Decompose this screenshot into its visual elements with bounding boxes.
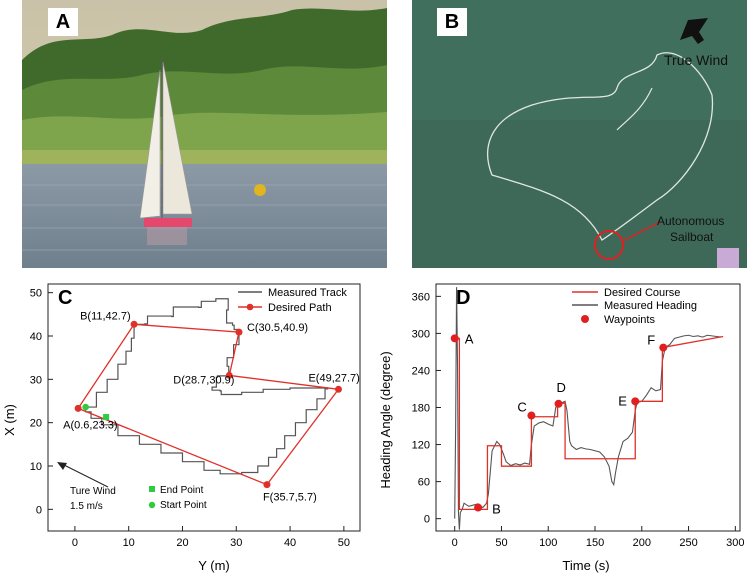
wind-label: True Wind (664, 52, 729, 68)
end-point-marker (103, 414, 110, 421)
wind-annotation-line1: Ture Wind (70, 486, 116, 497)
y-tick-label: 0 (424, 514, 430, 526)
y-tick-label: 120 (412, 440, 430, 452)
waypoint-label: C(30.5,40.9) (247, 322, 308, 334)
x-axis-title: Y (m) (198, 558, 230, 573)
waypoint-marker (554, 399, 563, 408)
x-tick-label: 250 (679, 537, 697, 549)
legend-measured-label: Measured Track (268, 287, 347, 299)
waypoint-marker (474, 503, 483, 512)
y-tick-label: 180 (412, 403, 430, 415)
y-tick-label: 60 (418, 477, 430, 489)
sailboat-label: Sailboat (670, 230, 714, 244)
sailboat-circle-marker (594, 230, 624, 260)
waypoint-marker (225, 371, 233, 379)
x-tick-label: 100 (539, 537, 557, 549)
start-point-legend-label: Start Point (160, 500, 207, 511)
chart-c-track: C 0 10 20 30 40 50 0 10 20 30 40 50 A(0.6,23.3) B(11… (2, 283, 361, 573)
x-axis-title: Time (s) (562, 558, 609, 573)
start-point-legend-circle (148, 501, 156, 509)
y-tick-label: 40 (30, 331, 42, 343)
x-tick-label: 20 (176, 537, 188, 549)
measured-heading-line (454, 287, 722, 530)
x-tick-label: 0 (72, 537, 78, 549)
y-tick-label: 300 (412, 328, 430, 340)
waypoint-marker (130, 320, 138, 328)
photo-sailboat-illustration (22, 0, 387, 268)
legend-waypoints-label: Waypoints (604, 314, 655, 326)
y-tick-label: 360 (412, 291, 430, 303)
measured-track-line (85, 298, 329, 475)
panel-label-c: C (58, 287, 72, 309)
x-tick-label: 50 (495, 537, 507, 549)
y-tick-label: 30 (30, 374, 42, 386)
photo-sailboat-lake (22, 0, 387, 268)
photo-aerial-track (412, 0, 747, 268)
desired-path-line (77, 323, 340, 486)
waypoint-label: E(49,27.7) (308, 372, 359, 384)
x-tick-label: 50 (338, 537, 350, 549)
waypoint-marker (631, 397, 640, 406)
y-tick-label: 0 (36, 504, 42, 516)
y-axis-title: X (m) (2, 404, 17, 436)
legend-waypoints-marker (581, 315, 589, 323)
chart-d-heading: D 0 50 100 150 200 250 300 0 60 120 180 240 300 360 A… (378, 283, 745, 573)
waypoint-label: C (517, 400, 526, 415)
waypoint-marker (334, 385, 342, 393)
autonomous-label: Autonomous (657, 214, 725, 228)
y-axis-title: Heading Angle (degree) (378, 351, 393, 488)
legend-desired-label: Desired Path (268, 302, 332, 314)
legend-measured-heading-label: Measured Heading (604, 300, 697, 312)
panel-label-a: A (48, 8, 78, 36)
waypoint-marker (74, 404, 82, 412)
end-point-legend-label: End Point (160, 485, 204, 496)
waypoint-marker (263, 481, 271, 489)
x-tick-label: 10 (123, 537, 135, 549)
y-tick-label: 10 (30, 461, 42, 473)
aerial-track-illustration (412, 0, 747, 268)
legend-desired-course-label: Desired Course (604, 287, 680, 299)
wind-annotation-line2: 1.5 m/s (70, 501, 103, 512)
panel-label-d: D (456, 287, 470, 309)
waypoint-label: F(35.7,5.7) (263, 492, 317, 504)
plot-frame (47, 283, 361, 532)
waypoint-marker (659, 343, 668, 352)
waypoint-marker (527, 411, 536, 420)
legend-desired-marker (246, 303, 254, 311)
x-tick-label: 0 (452, 537, 458, 549)
x-tick-label: 30 (230, 537, 242, 549)
y-tick-label: 240 (412, 365, 430, 377)
y-tick-label: 50 (30, 288, 42, 300)
waypoint-label: B (492, 502, 501, 517)
y-tick-label: 20 (30, 418, 42, 430)
x-tick-label: 200 (633, 537, 651, 549)
wind-arrow-head-icon (57, 462, 67, 470)
waypoint-label: D(28.7,30.9) (173, 374, 234, 386)
desired-course-line (454, 335, 724, 511)
waypoint-label: A (465, 331, 474, 346)
waypoint-label: D (557, 380, 566, 395)
x-tick-label: 40 (284, 537, 296, 549)
wind-arrow-icon (680, 18, 708, 44)
waypoint-label: E (618, 393, 627, 408)
waypoint-label: A(0.6,23.3) (63, 419, 117, 431)
waypoint-label: B(11,42.7) (80, 310, 131, 322)
wind-arrow-line (59, 462, 109, 488)
waypoint-marker (450, 334, 459, 343)
start-point-marker (82, 403, 89, 411)
waypoint-label: F (647, 333, 655, 348)
waypoint-marker (235, 328, 243, 336)
panel-label-b: B (437, 8, 467, 36)
x-tick-label: 150 (586, 537, 604, 549)
end-point-legend-square (149, 486, 155, 492)
x-tick-label: 300 (726, 537, 744, 549)
